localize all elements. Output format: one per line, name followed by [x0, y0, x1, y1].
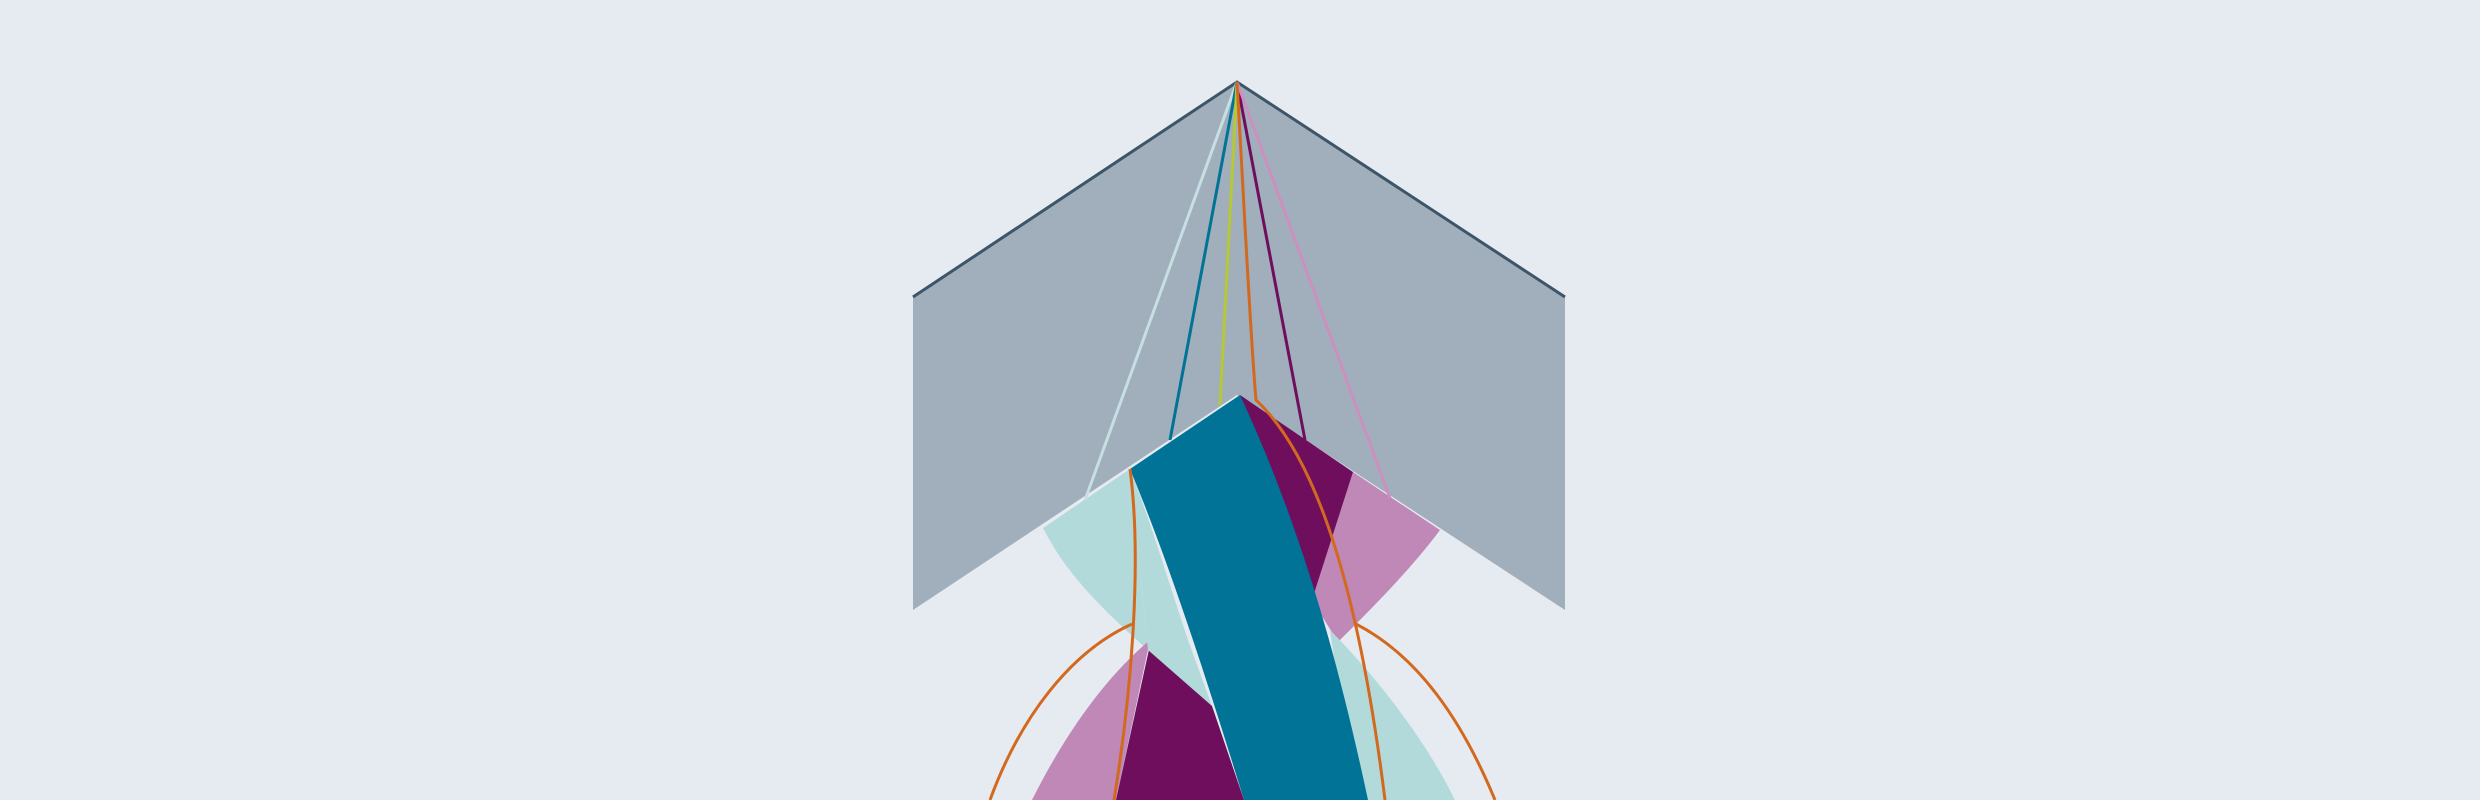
teal-band: [1130, 395, 1368, 800]
pink-wedge: [1312, 472, 1440, 642]
orange-curve-left-inner: [1112, 468, 1137, 800]
purple-lower-wedge: [1116, 645, 1244, 800]
light-teal-lower-arc: [1330, 630, 1455, 800]
orange-curve-left-outer: [988, 622, 1133, 800]
ray-purple: [1235, 81, 1307, 441]
ray-yellow: [1218, 81, 1239, 406]
orange-curve-right-outer: [1355, 622, 1497, 800]
orange-curve-center: [1235, 81, 1387, 800]
purple-band-upper: [1240, 395, 1353, 600]
ray-teal: [1168, 81, 1239, 441]
ray-pink: [1235, 81, 1392, 499]
light-teal-center-band: [1130, 469, 1212, 706]
chevron-shape: [913, 82, 1565, 610]
ray-light: [1083, 81, 1239, 501]
light-teal-wedge: [1043, 469, 1148, 650]
